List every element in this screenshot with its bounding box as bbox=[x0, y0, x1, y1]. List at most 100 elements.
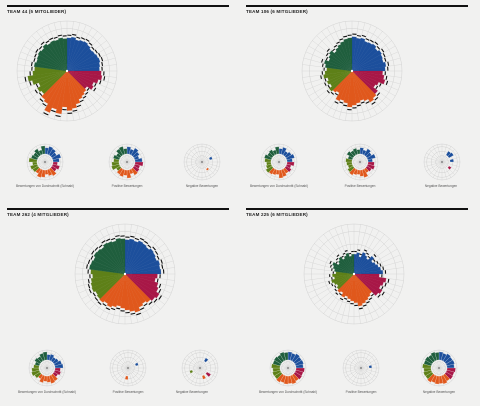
outer-tick bbox=[139, 237, 145, 241]
radial-bar bbox=[329, 50, 353, 72]
outer-tick bbox=[329, 260, 332, 264]
outer-tick bbox=[35, 48, 39, 53]
outer-tick bbox=[105, 307, 111, 311]
outer-tick bbox=[332, 48, 336, 52]
radial-bar bbox=[66, 57, 101, 72]
outer-tick bbox=[335, 257, 339, 261]
outer-tick bbox=[49, 37, 54, 41]
outer-tick bbox=[354, 304, 358, 307]
radial-bar bbox=[66, 70, 73, 111]
radial-bar bbox=[66, 70, 94, 90]
grid-spoke bbox=[201, 161, 218, 172]
outer-tick bbox=[35, 83, 39, 88]
grid-spoke bbox=[345, 358, 362, 369]
outer-tick bbox=[100, 56, 104, 62]
grid-spoke bbox=[127, 367, 133, 386]
panel-title: TEAM 106 (6 MITGLIEDER) bbox=[246, 9, 308, 14]
grid-spoke bbox=[110, 363, 129, 369]
outer-tick bbox=[356, 34, 362, 37]
outer-tick bbox=[356, 104, 361, 107]
grid-spoke bbox=[127, 367, 144, 378]
radial-bar bbox=[353, 270, 383, 275]
grid-spoke bbox=[426, 152, 443, 163]
grid-spoke bbox=[437, 161, 443, 180]
outer-tick bbox=[156, 278, 159, 283]
outer-tick bbox=[369, 39, 374, 43]
outer-tick bbox=[110, 307, 116, 311]
outer-tick bbox=[354, 250, 357, 253]
radial-bar bbox=[353, 273, 383, 294]
radial-bar bbox=[42, 351, 48, 361]
radial-bar bbox=[124, 269, 162, 275]
outer-tick bbox=[348, 252, 352, 255]
radial-bar bbox=[326, 70, 353, 85]
outer-tick bbox=[320, 75, 322, 79]
outer-tick bbox=[364, 249, 368, 252]
outer-tick bbox=[89, 274, 91, 279]
grid-spoke bbox=[190, 352, 201, 369]
radial-chart-right bbox=[181, 349, 219, 387]
outer-tick bbox=[98, 244, 103, 249]
center-dot bbox=[201, 161, 203, 163]
grid-spoke bbox=[432, 146, 443, 163]
outer-tick bbox=[329, 274, 331, 278]
center-dot bbox=[441, 161, 443, 163]
grid-spoke bbox=[190, 367, 201, 384]
outer-tick bbox=[362, 304, 367, 307]
grid-spoke bbox=[199, 363, 218, 369]
outer-tick bbox=[382, 266, 384, 270]
outer-tick bbox=[62, 35, 67, 37]
center-dot bbox=[438, 367, 440, 369]
outer-tick bbox=[24, 76, 27, 82]
outer-tick bbox=[326, 48, 330, 52]
outer-tick bbox=[387, 278, 390, 283]
center-dot bbox=[126, 161, 128, 163]
outer-tick bbox=[101, 66, 103, 71]
outer-tick bbox=[98, 52, 101, 58]
outer-tick bbox=[40, 41, 45, 46]
outer-tick bbox=[379, 83, 382, 87]
center-dot bbox=[360, 367, 362, 369]
radial-chart-mid bbox=[342, 349, 380, 387]
radial-bar bbox=[37, 50, 68, 72]
outer-tick bbox=[334, 101, 339, 104]
radial-bar bbox=[124, 273, 156, 301]
radial-bar bbox=[124, 273, 151, 303]
outer-tick bbox=[333, 44, 338, 48]
mini-label-right: Negative Bewertungen bbox=[185, 184, 219, 188]
outer-tick bbox=[162, 269, 165, 274]
team-panel-3: TEAM 262 (4 MITGLIEDER) Bewertungen von … bbox=[7, 208, 229, 400]
center-dot bbox=[350, 69, 354, 73]
outer-tick bbox=[324, 78, 327, 82]
outer-tick bbox=[34, 89, 38, 94]
outer-tick bbox=[143, 303, 148, 307]
radial-bar bbox=[42, 43, 68, 72]
radial-bar bbox=[115, 238, 126, 275]
outer-tick bbox=[359, 253, 362, 256]
grid-spoke bbox=[432, 161, 443, 178]
outer-tick bbox=[375, 85, 379, 90]
radial-bar bbox=[90, 273, 126, 283]
outer-tick bbox=[334, 288, 338, 292]
outer-tick bbox=[120, 310, 125, 312]
radial-chart-left bbox=[28, 349, 66, 387]
outer-tick bbox=[387, 61, 390, 66]
grid-spoke bbox=[424, 157, 443, 163]
grid-spoke bbox=[192, 161, 203, 178]
radial-bar bbox=[353, 273, 363, 307]
outer-tick bbox=[373, 254, 377, 258]
mini-label-left: Bewertungen von Durchschnitt (Schnabl) bbox=[259, 390, 317, 394]
outer-tick bbox=[373, 259, 376, 262]
outer-tick bbox=[80, 37, 86, 40]
outer-tick bbox=[87, 269, 89, 274]
outer-tick bbox=[381, 286, 384, 290]
outer-tick bbox=[357, 249, 361, 251]
outer-tick bbox=[34, 53, 37, 58]
grid-spoke bbox=[118, 367, 129, 384]
outer-tick bbox=[366, 301, 370, 304]
outer-tick bbox=[53, 36, 58, 39]
radial-chart-left bbox=[260, 143, 298, 181]
outer-tick bbox=[321, 59, 324, 63]
radial-bar bbox=[274, 146, 280, 155]
outer-tick bbox=[342, 252, 346, 255]
